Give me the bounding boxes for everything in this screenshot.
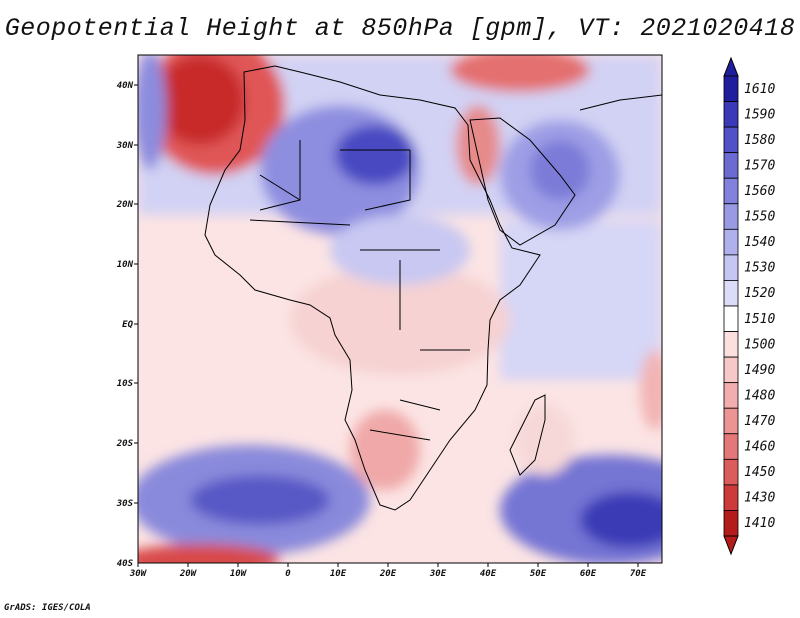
y-tick-label: 30S — [116, 499, 134, 509]
colorbar-label: 1470 — [744, 414, 775, 429]
colorbar-swatch — [723, 356, 739, 384]
x-tick-label: 30E — [429, 569, 447, 579]
y-tick-label: 30N — [116, 141, 134, 151]
colorbar-swatch — [723, 305, 739, 332]
colorbar-label: 1580 — [744, 133, 775, 148]
colorbar-label: 1610 — [744, 82, 775, 97]
x-axis: 30W 20W 10W 0 10E 20E 30E 40E 50E 60E 70… — [129, 569, 647, 579]
grads-credit: GrADS: IGES/COLA — [4, 603, 91, 613]
colorbar-label: 1520 — [744, 286, 775, 301]
plot-frame — [137, 54, 663, 564]
colorbar-label: 1410 — [744, 516, 775, 531]
colorbar-swatch — [723, 75, 739, 102]
colorbar-swatch — [723, 203, 739, 230]
map-title: Geopotential Height at 850hPa [gpm], VT:… — [4, 14, 796, 43]
colorbar-swatch — [723, 484, 739, 511]
y-tick-label: 40S — [117, 559, 134, 569]
y-tick-label: 40N — [117, 81, 134, 91]
tick-marks — [134, 84, 639, 567]
y-tick-label: 10S — [117, 379, 134, 389]
colorbar-swatch — [723, 331, 739, 358]
colorbar-label: 1570 — [744, 158, 775, 173]
colorbar-bottom-arrow — [723, 535, 739, 556]
colorbar-label: 1500 — [744, 337, 775, 352]
x-tick-label: 60E — [580, 569, 597, 579]
y-axis: 40N 30N 20N 10N EQ 10S 20S 30S 40S — [116, 81, 134, 569]
colorbar-label: 1550 — [744, 210, 775, 225]
colorbar-swatch — [723, 228, 739, 256]
colorbar-swatch — [723, 433, 739, 460]
x-tick-label: 40E — [480, 569, 497, 579]
x-tick-label: 70E — [630, 569, 647, 579]
x-tick-label: 20E — [379, 569, 397, 579]
x-tick-label: 0 — [285, 569, 291, 579]
x-tick-label: 10W — [230, 569, 248, 579]
x-tick-label: 30W — [129, 569, 148, 579]
y-tick-label: EQ — [122, 320, 133, 330]
colorbar-swatch — [723, 510, 739, 537]
colorbar-swatch — [723, 101, 739, 128]
height-field — [138, 55, 662, 563]
colorbar-swatch — [723, 177, 739, 205]
y-tick-label: 10N — [117, 260, 134, 270]
colorbar: 1610 1590 1580 1570 1560 1550 1540 1530 1520 1510… — [723, 56, 775, 556]
colorbar-swatch — [723, 126, 739, 154]
colorbar-label: 1480 — [744, 388, 775, 403]
y-tick-label: 20N — [116, 200, 134, 210]
colorbar-swatch — [723, 152, 739, 179]
colorbar-swatch — [723, 254, 739, 281]
colorbar-label: 1560 — [744, 184, 775, 199]
colorbar-label: 1510 — [744, 312, 775, 327]
colorbar-label: 1430 — [744, 491, 775, 506]
colorbar-label: 1540 — [744, 235, 775, 250]
y-tick-label: 20S — [116, 439, 134, 449]
colorbar-top-arrow — [723, 56, 739, 77]
colorbar-label: 1530 — [744, 261, 775, 276]
colorbar-label: 1590 — [744, 107, 775, 122]
coastlines — [204, 65, 662, 511]
colorbar-label: 1450 — [744, 465, 775, 480]
colorbar-label: 1460 — [744, 440, 775, 455]
x-tick-label: 50E — [530, 569, 547, 579]
colorbar-swatch — [723, 407, 739, 435]
x-tick-label: 20W — [179, 569, 198, 579]
colorbar-label: 1490 — [744, 363, 775, 378]
x-tick-label: 10E — [330, 569, 347, 579]
colorbar-swatch — [723, 382, 739, 409]
colorbar-swatch — [723, 458, 739, 486]
colorbar-swatch — [723, 280, 739, 307]
